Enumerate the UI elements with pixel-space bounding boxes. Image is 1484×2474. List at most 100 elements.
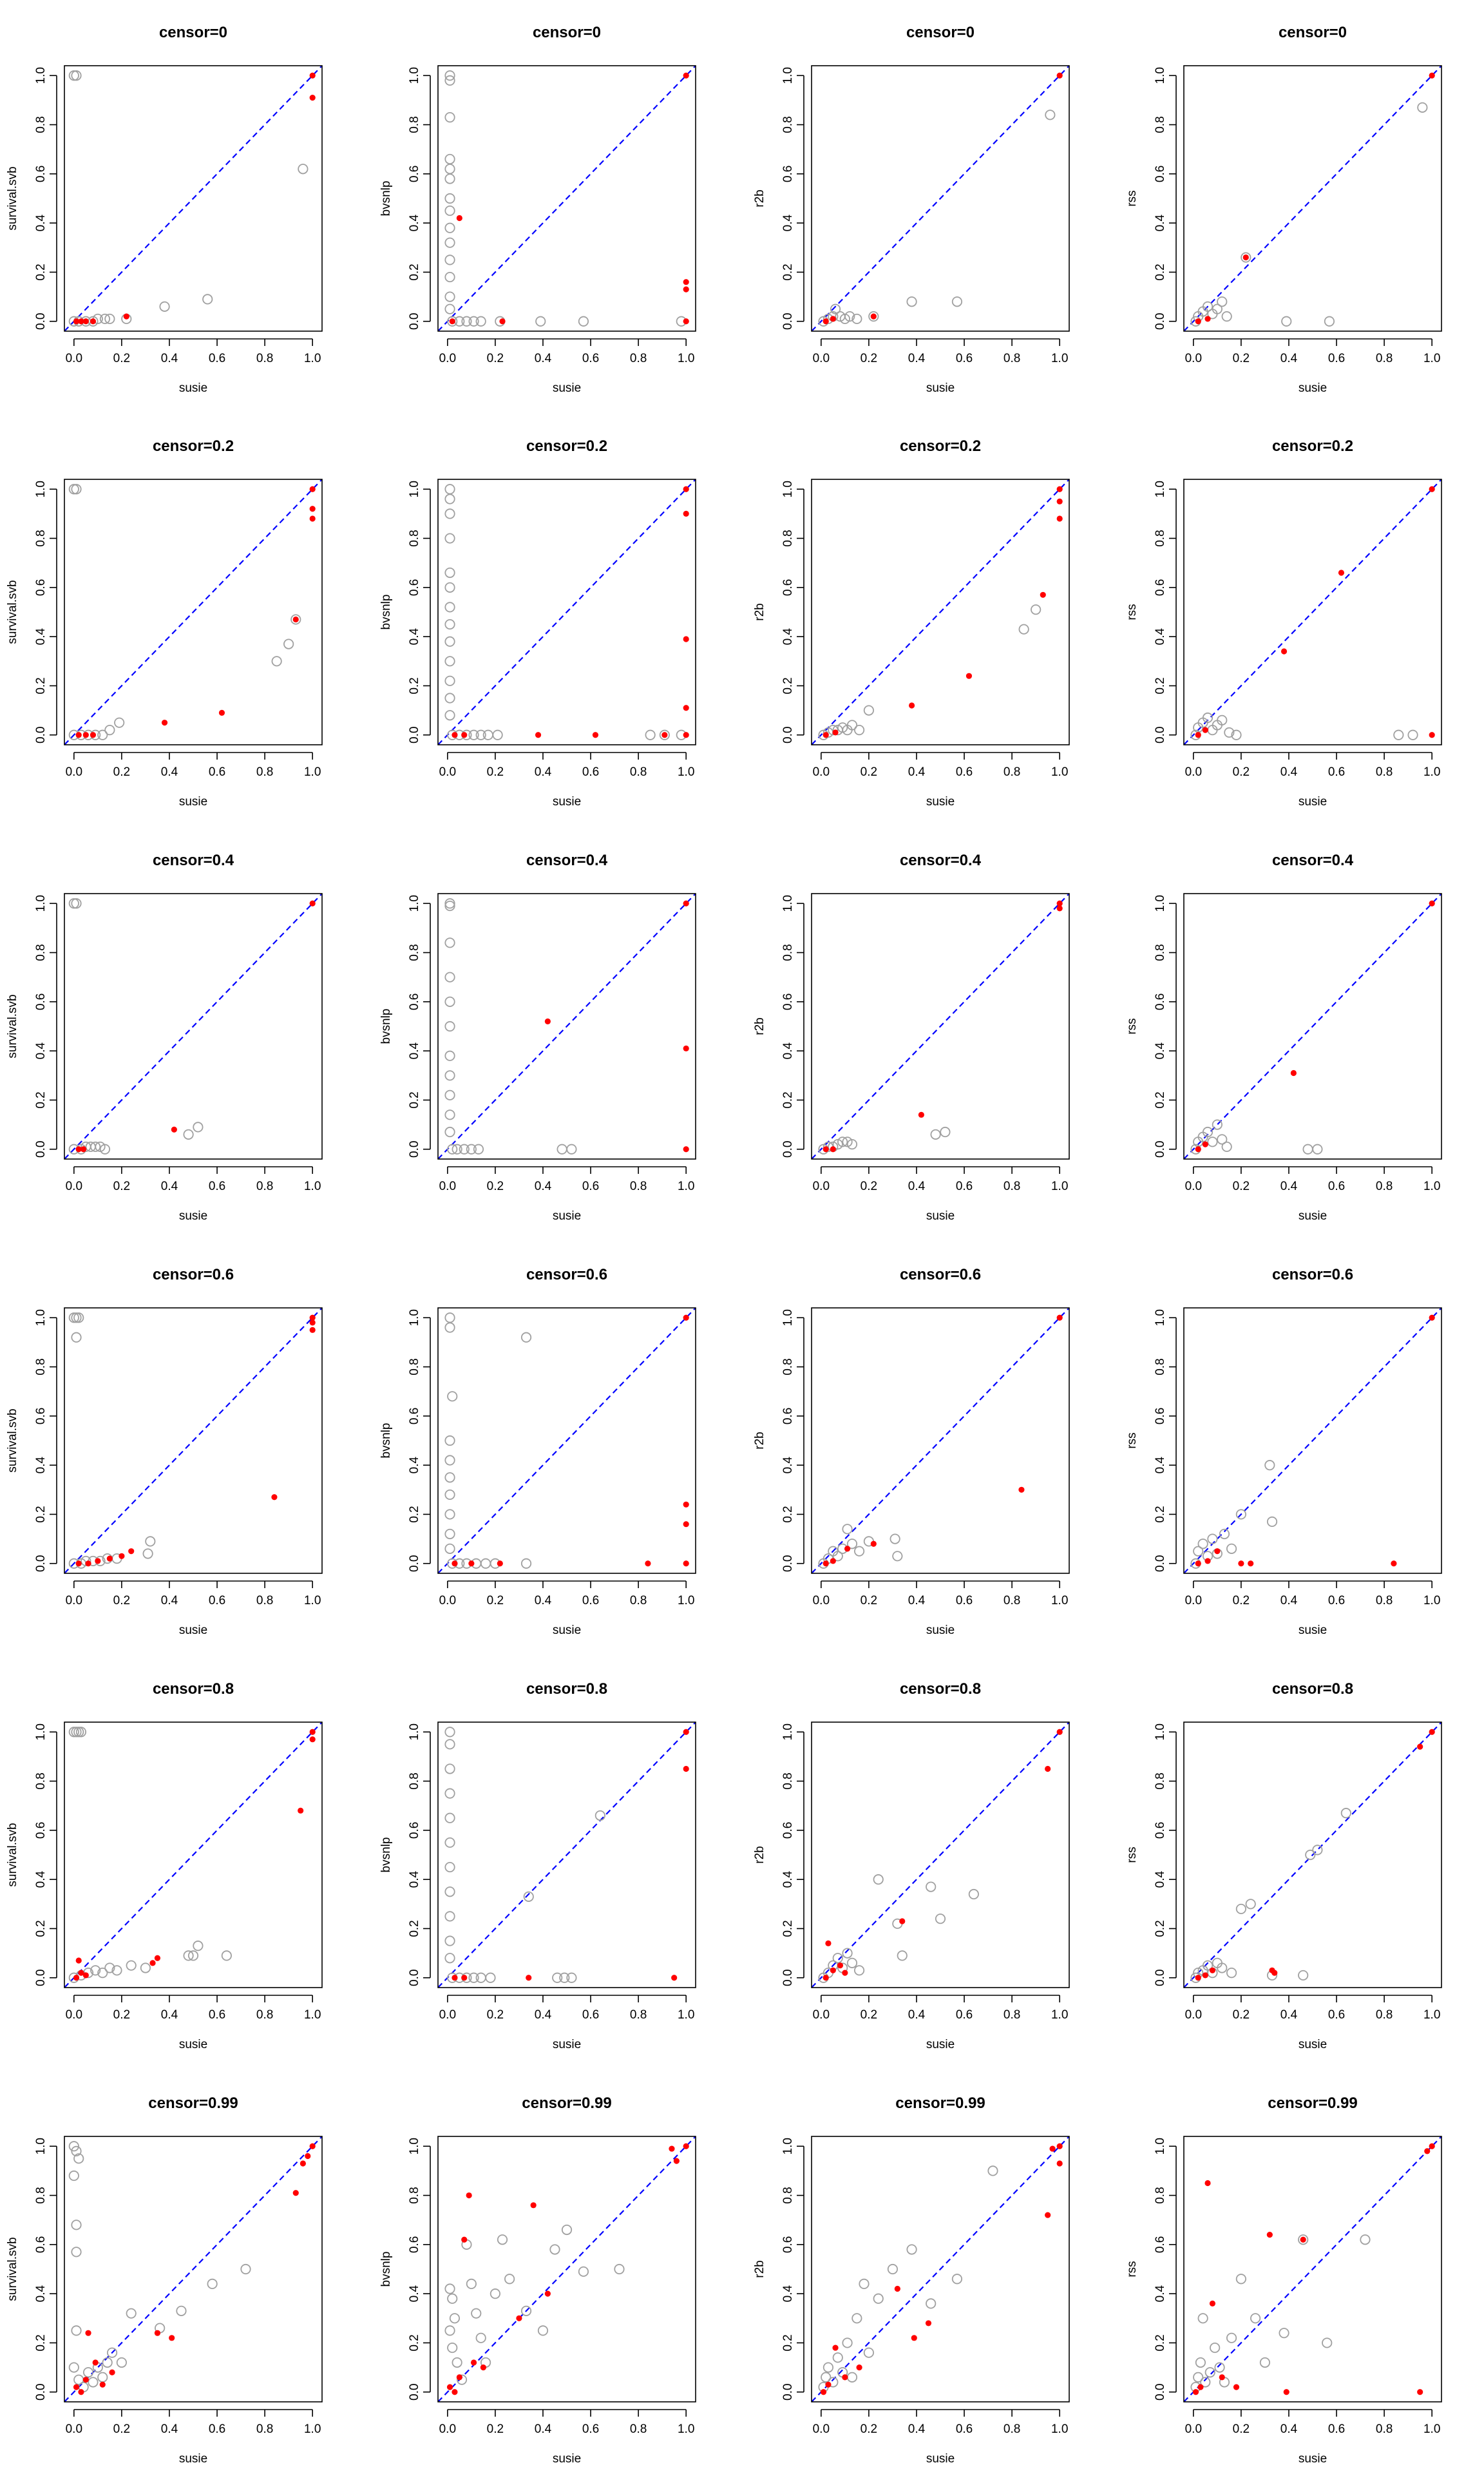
- x-tick-label: 1.0: [304, 352, 321, 365]
- x-tick-label: 0.2: [1233, 1180, 1250, 1193]
- y-tick-label: 0.0: [1154, 313, 1167, 330]
- highlighted-point: [271, 1494, 277, 1500]
- highlighted-point: [1429, 486, 1435, 492]
- highlighted-point: [1057, 515, 1063, 521]
- y-tick-label: 0.0: [1154, 727, 1167, 743]
- highlighted-point: [124, 314, 129, 320]
- highlighted-point: [844, 1546, 850, 1551]
- highlighted-point: [1203, 1142, 1208, 1147]
- highlighted-point: [823, 1560, 829, 1566]
- y-tick-label: 0.4: [34, 1871, 48, 1888]
- x-tick-label: 0.6: [1328, 352, 1345, 365]
- highlighted-point: [683, 1046, 689, 1051]
- y-tick-label: 1.0: [1154, 2138, 1167, 2154]
- highlighted-point: [821, 2389, 826, 2395]
- y-axis-label: r2b: [753, 2260, 766, 2277]
- x-tick-label: 0.2: [113, 1180, 130, 1193]
- highlighted-point: [499, 318, 505, 324]
- x-tick-label: 0.0: [66, 1180, 82, 1193]
- highlighted-point: [119, 1553, 124, 1559]
- y-tick-label: 1.0: [408, 895, 421, 912]
- highlighted-point: [1281, 648, 1287, 654]
- y-tick-label: 0.6: [781, 579, 795, 596]
- x-tick-label: 0.6: [582, 2422, 599, 2436]
- y-tick-label: 0.8: [34, 2187, 48, 2203]
- highlighted-point: [457, 2374, 462, 2380]
- x-tick-label: 0.4: [535, 2422, 552, 2436]
- y-axis-label: r2b: [753, 1017, 766, 1035]
- highlighted-point: [85, 1560, 91, 1566]
- highlighted-point: [310, 1729, 316, 1735]
- highlighted-point: [310, 901, 316, 906]
- y-tick-label: 0.8: [1154, 1772, 1167, 1789]
- y-tick-label: 1.0: [408, 67, 421, 84]
- highlighted-point: [823, 732, 829, 738]
- x-tick-label: 0.6: [1328, 2008, 1345, 2022]
- x-axis-label: susie: [926, 1209, 955, 1223]
- x-tick-label: 0.0: [66, 352, 82, 365]
- x-tick-label: 1.0: [1051, 1180, 1068, 1193]
- panel-title: censor=0.8: [526, 1680, 607, 1698]
- x-tick-label: 0.0: [813, 2422, 830, 2436]
- y-axis-label: rss: [1125, 604, 1139, 620]
- x-tick-label: 0.4: [535, 1180, 552, 1193]
- highlighted-point: [298, 1808, 303, 1814]
- x-tick-label: 0.4: [908, 2422, 926, 2436]
- y-tick-label: 0.2: [408, 264, 421, 280]
- highlighted-point: [310, 515, 316, 521]
- x-tick-label: 0.8: [256, 352, 273, 365]
- x-tick-label: 0.0: [813, 1594, 830, 1607]
- y-tick-label: 0.8: [1154, 944, 1167, 961]
- y-tick-label: 0.8: [781, 530, 795, 546]
- x-tick-label: 0.8: [1376, 2422, 1393, 2436]
- highlighted-point: [830, 1968, 836, 1973]
- y-tick-label: 0.0: [34, 727, 48, 743]
- x-tick-label: 0.4: [908, 352, 926, 365]
- y-tick-label: 1.0: [408, 1309, 421, 1326]
- y-tick-label: 0.0: [781, 727, 795, 743]
- x-tick-label: 0.8: [1004, 1594, 1020, 1607]
- x-axis-label: susie: [1298, 795, 1327, 809]
- y-axis-label: r2b: [753, 603, 766, 620]
- x-tick-label: 1.0: [304, 2008, 321, 2022]
- x-tick-label: 0.2: [113, 352, 130, 365]
- panel-title: censor=0.4: [526, 852, 608, 869]
- highlighted-point: [300, 2160, 306, 2166]
- y-tick-label: 0.6: [781, 2236, 795, 2253]
- x-axis-label: susie: [1298, 2452, 1327, 2466]
- x-tick-label: 0.4: [161, 765, 178, 779]
- highlighted-point: [671, 1975, 677, 1980]
- y-tick-label: 0.4: [1154, 628, 1167, 646]
- y-tick-label: 0.4: [1154, 215, 1167, 232]
- x-tick-label: 1.0: [1051, 352, 1068, 365]
- y-tick-label: 0.0: [408, 2384, 421, 2401]
- x-tick-label: 0.4: [161, 2008, 178, 2022]
- y-tick-label: 0.8: [781, 1358, 795, 1375]
- y-tick-label: 0.4: [408, 1042, 421, 1060]
- highlighted-point: [683, 279, 689, 285]
- x-tick-label: 0.4: [1280, 352, 1298, 365]
- highlighted-point: [1338, 570, 1344, 575]
- y-tick-label: 1.0: [1154, 1723, 1167, 1740]
- y-tick-label: 0.0: [781, 2384, 795, 2401]
- y-tick-label: 0.4: [1154, 1457, 1167, 1474]
- highlighted-point: [1233, 2384, 1239, 2390]
- panel-title: censor=0: [1279, 24, 1347, 41]
- x-axis-label: susie: [179, 1624, 207, 1637]
- panel-title: censor=0.2: [153, 437, 234, 455]
- x-axis-label: susie: [553, 381, 581, 395]
- highlighted-point: [73, 1975, 79, 1980]
- y-tick-label: 0.4: [1154, 2285, 1167, 2303]
- y-axis-label: bvsnlp: [379, 2252, 393, 2287]
- y-tick-label: 1.0: [781, 67, 795, 84]
- y-axis-label: survival.svb: [6, 580, 19, 644]
- highlighted-point: [219, 710, 225, 716]
- y-tick-label: 0.0: [781, 313, 795, 330]
- x-tick-label: 1.0: [1423, 1594, 1440, 1607]
- highlighted-point: [1057, 901, 1063, 906]
- x-tick-label: 0.8: [1376, 352, 1393, 365]
- y-tick-label: 0.2: [408, 1506, 421, 1522]
- y-axis-label: r2b: [753, 189, 766, 207]
- highlighted-point: [683, 1560, 689, 1566]
- y-tick-label: 1.0: [1154, 1309, 1167, 1326]
